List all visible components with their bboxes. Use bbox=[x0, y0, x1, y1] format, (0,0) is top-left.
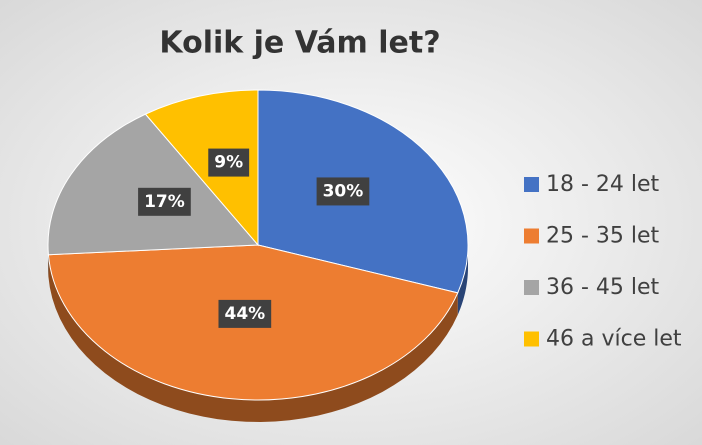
slice bbox=[144, 89, 259, 247]
legend-label: 36 - 45 let bbox=[546, 275, 660, 300]
slice-side bbox=[48, 254, 458, 422]
data-label: 17% bbox=[144, 192, 185, 212]
data-label-box bbox=[138, 187, 191, 216]
legend-swatch bbox=[524, 177, 539, 192]
legend-label: 18 - 24 let bbox=[546, 172, 660, 197]
slice bbox=[47, 113, 260, 256]
data-label: 44% bbox=[224, 304, 265, 324]
legend-swatch bbox=[524, 331, 539, 347]
legend-swatch bbox=[524, 228, 539, 244]
data-label-box bbox=[218, 299, 272, 328]
legend-label: 25 - 35 let bbox=[546, 224, 660, 249]
data-label-box bbox=[208, 148, 250, 177]
data-label-box bbox=[316, 177, 370, 206]
legend-label: 46 a více let bbox=[546, 327, 682, 352]
legend-swatch bbox=[524, 280, 539, 295]
data-label: 9% bbox=[214, 153, 243, 173]
chart-title: Kolik je Vám let? bbox=[159, 26, 440, 61]
data-label: 30% bbox=[323, 181, 364, 201]
